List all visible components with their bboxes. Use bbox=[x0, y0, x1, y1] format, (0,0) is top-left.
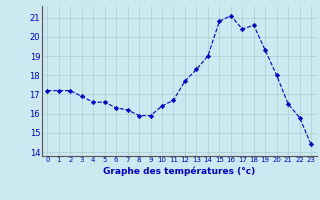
X-axis label: Graphe des températures (°c): Graphe des températures (°c) bbox=[103, 166, 255, 176]
